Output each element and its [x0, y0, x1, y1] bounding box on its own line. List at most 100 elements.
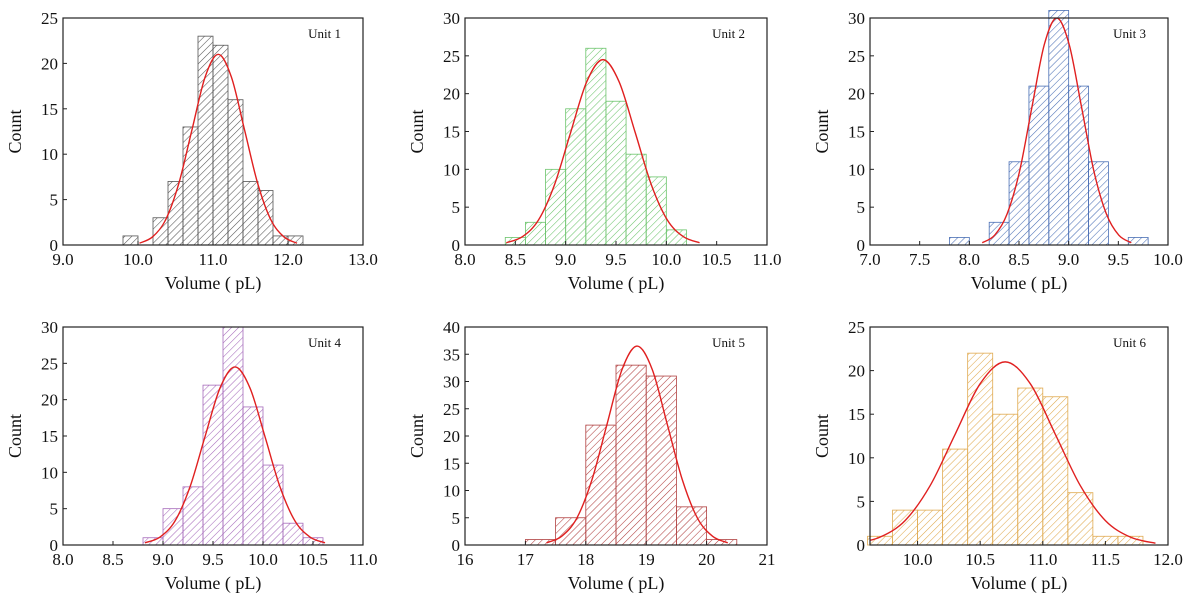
- y-tick-label: 0: [50, 536, 59, 555]
- bar: [142, 537, 164, 546]
- x-tick-label: 9.0: [1058, 250, 1079, 269]
- y-tick-label: 20: [443, 427, 460, 446]
- y-tick-label: 25: [848, 318, 865, 337]
- y-tick-label: 30: [443, 373, 460, 392]
- panel-title: Unit 2: [712, 26, 745, 41]
- bar: [1042, 396, 1069, 546]
- y-tick-label: 5: [857, 198, 866, 217]
- panel: 8.0 8.5 9.0 9.5 10.0 10.5 11.0 0 5 10 15 20 25 30 Unit…: [407, 9, 782, 294]
- x-tick-label: 10.0: [123, 250, 153, 269]
- x-tick-label: 20: [698, 550, 715, 569]
- bar: [242, 181, 259, 246]
- y-tick-label: 15: [443, 123, 460, 142]
- fit-curve: [139, 53, 298, 244]
- x-tick-label: 10.0: [1153, 250, 1183, 269]
- y-tick-label: 20: [848, 85, 865, 104]
- x-tick-label: 9.0: [52, 250, 73, 269]
- fit-curve: [981, 18, 1132, 244]
- panel-title: Unit 5: [712, 335, 745, 350]
- fit-curve: [546, 345, 729, 544]
- y-tick-label: 15: [41, 427, 58, 446]
- y-tick-label: 30: [41, 318, 58, 337]
- y-tick-label: 10: [443, 482, 460, 501]
- x-tick-label: 12.0: [273, 250, 303, 269]
- y-tick-label: 10: [41, 463, 58, 482]
- x-tick-label: 11.0: [1028, 550, 1057, 569]
- y-axis-label: Count: [5, 414, 25, 458]
- x-tick-label: 11.0: [198, 250, 227, 269]
- x-tick-label: 8.5: [1008, 250, 1029, 269]
- bar: [1048, 10, 1070, 246]
- x-tick-label: 11.5: [1091, 550, 1120, 569]
- y-tick-label: 15: [443, 454, 460, 473]
- bar: [525, 221, 546, 246]
- bar: [1068, 85, 1089, 246]
- bar: [1088, 161, 1109, 246]
- y-tick-label: 10: [443, 160, 460, 179]
- y-tick-label: 20: [41, 391, 58, 410]
- bar: [988, 221, 1010, 246]
- bar: [645, 176, 667, 246]
- x-tick-label: 18: [577, 550, 594, 569]
- x-tick-label: 10.0: [248, 550, 278, 569]
- y-tick-label: 5: [452, 198, 461, 217]
- bar: [257, 190, 274, 246]
- y-tick-label: 20: [848, 362, 865, 381]
- y-axis-label: Count: [812, 109, 832, 153]
- bar: [167, 181, 184, 246]
- x-tick-label: 10.5: [965, 550, 995, 569]
- y-tick-label: 5: [50, 191, 59, 210]
- bar: [162, 508, 184, 546]
- x-tick-label: 10.0: [903, 550, 933, 569]
- bar: [227, 99, 244, 246]
- y-tick-label: 10: [848, 449, 865, 468]
- bar: [182, 126, 199, 246]
- x-axis-label: Volume ( pL): [971, 573, 1068, 594]
- bar: [525, 539, 557, 546]
- fit-curve: [870, 361, 1156, 544]
- x-tick-label: 8.5: [102, 550, 123, 569]
- x-tick-label: 17: [517, 550, 535, 569]
- fit-curve: [506, 58, 700, 244]
- y-tick-label: 25: [848, 47, 865, 66]
- panel-title: Unit 3: [1113, 26, 1146, 41]
- y-tick-label: 20: [41, 54, 58, 73]
- x-tick-label: 9.5: [202, 550, 223, 569]
- x-axis-label: Volume ( pL): [971, 273, 1068, 294]
- x-tick-label: 7.5: [909, 250, 930, 269]
- y-tick-label: 35: [443, 345, 460, 364]
- bar: [1017, 387, 1044, 546]
- y-tick-label: 0: [857, 536, 866, 555]
- x-tick-label: 13.0: [348, 250, 378, 269]
- y-tick-label: 25: [41, 9, 58, 28]
- bar: [122, 235, 139, 246]
- y-tick-label: 0: [452, 536, 461, 555]
- x-axis-label: Volume ( pL): [568, 573, 665, 594]
- bar: [212, 44, 229, 246]
- plot-frame: [869, 326, 1169, 546]
- y-tick-label: 0: [452, 236, 461, 255]
- x-tick-label: 21: [759, 550, 776, 569]
- panel: 8.0 8.5 9.0 9.5 10.0 10.5 11.0 0 5 10 15 20 25 30 Unit…: [5, 318, 378, 594]
- fit-curve: [144, 366, 326, 544]
- bar: [645, 375, 677, 546]
- bar: [992, 413, 1019, 546]
- y-tick-label: 30: [443, 9, 460, 28]
- x-axis-label: Volume ( pL): [165, 273, 262, 294]
- x-axis-label: Volume ( pL): [568, 273, 665, 294]
- bar: [242, 406, 264, 546]
- bar: [949, 237, 970, 246]
- y-tick-label: 25: [41, 354, 58, 373]
- panel-title: Unit 6: [1113, 335, 1146, 350]
- bar: [262, 464, 284, 546]
- bar: [1067, 492, 1094, 546]
- x-tick-label: 16: [457, 550, 474, 569]
- x-tick-label: 12.0: [1153, 550, 1183, 569]
- bar: [555, 517, 587, 546]
- y-tick-label: 20: [443, 85, 460, 104]
- y-tick-label: 5: [50, 500, 59, 519]
- bar: [565, 108, 587, 246]
- bar: [1127, 237, 1149, 246]
- panel-title: Unit 4: [308, 335, 341, 350]
- bar: [152, 217, 169, 246]
